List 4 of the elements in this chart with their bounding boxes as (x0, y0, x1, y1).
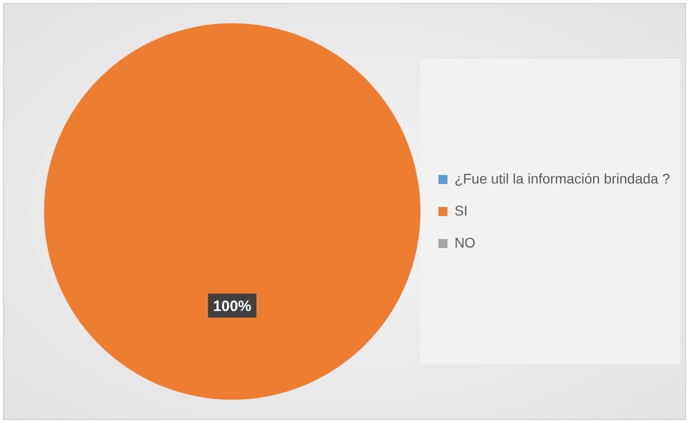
legend-label: SI (454, 202, 468, 218)
legend-label: ¿Fue util la información brindada ? (454, 170, 670, 186)
legend-label: NO (454, 234, 476, 250)
data-label: 100% (213, 298, 252, 315)
